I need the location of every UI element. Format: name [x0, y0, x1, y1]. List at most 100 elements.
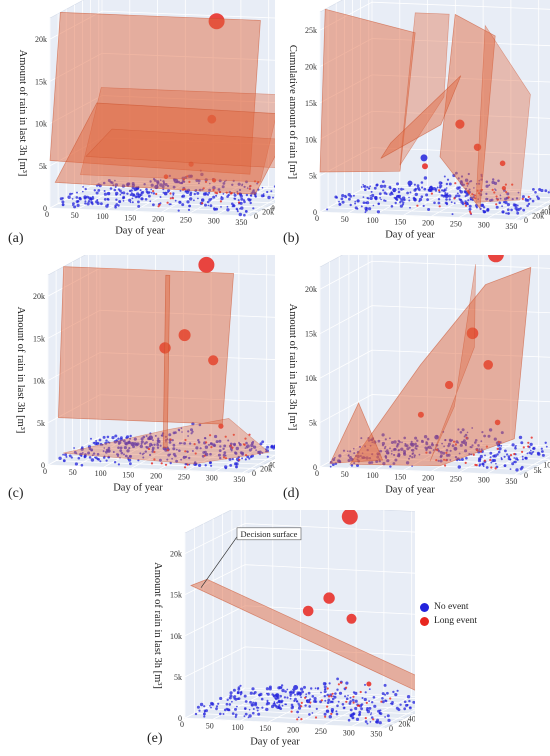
- scatter-point-background: [462, 183, 465, 186]
- scatter-point-background: [305, 693, 308, 696]
- scatter-point-background: [212, 195, 216, 199]
- scatter-point-background: [174, 199, 177, 202]
- scatter-point-no-event: [338, 202, 342, 206]
- scatter-point-background: [369, 185, 371, 188]
- scatter-point-background-long: [169, 192, 172, 195]
- scatter-point-background: [164, 183, 168, 186]
- scatter-point-background: [378, 460, 381, 463]
- scatter-point-background: [531, 199, 535, 203]
- scatter-point-background: [171, 439, 174, 442]
- scatter-point-background: [120, 191, 123, 194]
- scatter-point-background-long: [527, 445, 530, 448]
- x-tick-label: 0: [45, 210, 49, 219]
- scatter-point-background: [480, 175, 483, 178]
- decision-surface-c-2: [162, 274, 171, 449]
- scatter-point-background: [355, 717, 360, 721]
- scatter-point-background: [423, 176, 428, 180]
- scatter-point-background-long: [474, 463, 477, 466]
- scatter-point-background: [521, 195, 525, 199]
- scatter-point-background: [364, 188, 367, 191]
- scatter-point-background: [449, 459, 452, 461]
- scatter-point-background: [356, 207, 359, 210]
- scatter-point-background: [203, 715, 206, 718]
- scatter-point-background: [127, 456, 130, 459]
- scatter-point-background: [296, 691, 300, 695]
- scatter-point-background: [74, 462, 78, 466]
- scatter-point-background: [266, 445, 270, 449]
- scatter-point-background-long: [435, 459, 438, 462]
- scatter-point-background: [443, 445, 445, 448]
- scatter-point-background: [363, 185, 367, 188]
- scatter-point-background: [349, 194, 353, 198]
- scatter-point-background: [381, 697, 384, 700]
- scatter-point-background: [436, 186, 439, 189]
- scatter-point-background: [58, 456, 62, 460]
- scatter-point-background: [354, 200, 356, 203]
- scatter-point-background: [246, 455, 250, 459]
- scatter-point-background: [68, 454, 72, 458]
- x-tick-label: 50: [71, 211, 79, 220]
- scatter-point-background: [482, 465, 485, 468]
- scatter-point-background: [226, 205, 229, 208]
- scatter-point-background: [107, 446, 111, 450]
- scatter-point-background: [540, 447, 543, 450]
- scatter-point-background: [82, 186, 84, 188]
- scatter-point-background: [114, 434, 118, 438]
- grid-z-a-1: [57, 13, 259, 213]
- scatter-point-background: [219, 456, 222, 460]
- legend: No event Long event: [420, 600, 530, 628]
- scatter-point-background: [183, 180, 186, 183]
- scatter-point-background: [353, 452, 356, 455]
- scatter-point-background: [245, 180, 248, 184]
- scatter-point-background: [236, 190, 239, 193]
- scatter-point-background: [373, 186, 377, 190]
- scatter-point-background: [460, 180, 463, 183]
- z-tick-label: 20k: [260, 465, 272, 474]
- x-axis-label-d: Day of year: [385, 485, 435, 496]
- scatter-point-background: [378, 458, 381, 461]
- scatter-point-background: [106, 197, 109, 201]
- scatter-point-no-event: [478, 457, 482, 461]
- scatter-point-background: [394, 693, 398, 697]
- scatter-point-background: [244, 708, 247, 710]
- scatter-point-no-event: [410, 442, 415, 447]
- y-axis-label-c: Amount of rain in last 3h [m³]: [15, 307, 26, 434]
- scatter-point-background: [466, 185, 469, 187]
- scatter-point-background: [188, 456, 191, 460]
- scatter-point-background: [453, 202, 456, 205]
- scatter-point-background-long: [238, 458, 241, 461]
- scatter-point-background: [77, 456, 81, 460]
- scatter-point-background: [93, 189, 97, 192]
- y-tick-label: 25k: [305, 26, 317, 35]
- scatter-point-background: [336, 704, 339, 708]
- scatter-point-background: [499, 197, 502, 200]
- scatter-point-background: [494, 188, 496, 190]
- scatter-point-background: [97, 442, 100, 444]
- scatter-point-background: [527, 202, 531, 206]
- scatter-point-background: [400, 198, 404, 202]
- scatter-point-background: [470, 180, 473, 183]
- scatter-point-background: [416, 439, 419, 442]
- scatter-point-background: [157, 437, 160, 440]
- scatter-point-background: [456, 192, 459, 195]
- scatter-point-background: [236, 210, 239, 213]
- scatter-point-background: [204, 445, 209, 449]
- scatter-point-no-event: [444, 194, 449, 198]
- scatter-point-background: [121, 184, 126, 188]
- scatter-point-background: [169, 203, 172, 206]
- scatter-point-background-long: [527, 441, 530, 444]
- scatter-point-background: [272, 446, 275, 450]
- scatter-point-background: [514, 460, 517, 464]
- scatter-point-background: [109, 180, 113, 184]
- x-tick-label: 250: [450, 220, 462, 229]
- scatter-point-background: [137, 459, 140, 462]
- y-tick-label: 20k: [305, 63, 317, 72]
- scatter-point-background: [95, 440, 98, 442]
- scatter-point-background: [196, 705, 200, 709]
- scatter-point-background: [460, 458, 464, 461]
- scatter-point-background: [501, 210, 505, 214]
- scatter-point-background: [204, 450, 207, 454]
- scatter-point-background: [215, 705, 219, 708]
- scatter-point-background: [217, 702, 220, 705]
- x-tick-label: 150: [259, 724, 271, 733]
